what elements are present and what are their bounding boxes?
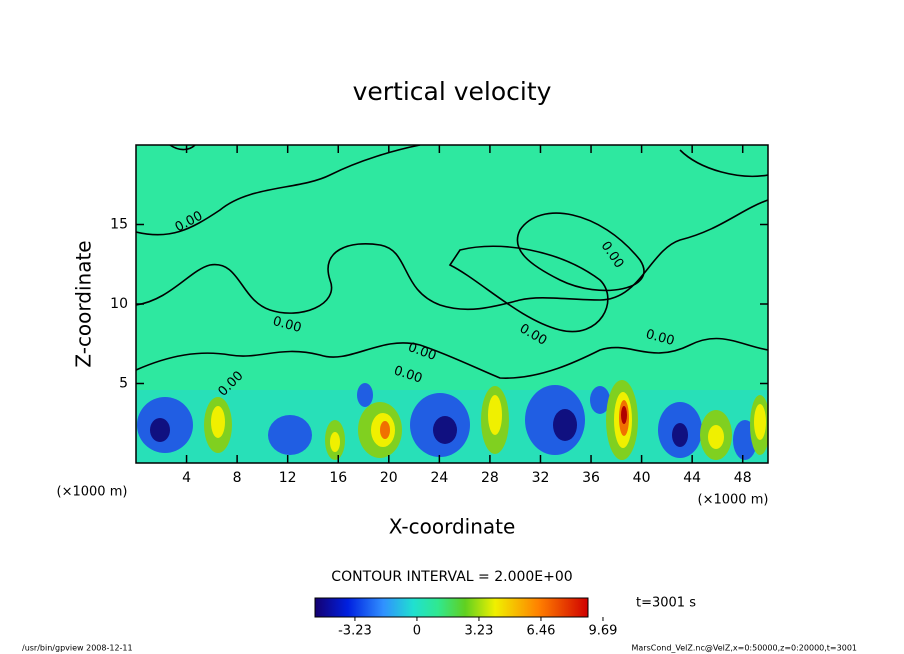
x-tick-label: 20 (380, 470, 398, 486)
colorbar-tick-label: -3.23 (338, 624, 372, 639)
contour-field (136, 145, 768, 463)
x-tick-label: 48 (734, 470, 752, 486)
colorbar-tick-label: 0 (413, 624, 421, 639)
colorbar-tick-label: 9.69 (588, 624, 617, 639)
x-tick-label: 28 (481, 470, 499, 486)
y-tick-label: 15 (110, 217, 128, 233)
x-tick-label: 32 (532, 470, 550, 486)
y-unit: (×1000 m) (57, 485, 128, 500)
x-axis-label: X-coordinate (389, 515, 516, 539)
contour-interval: CONTOUR INTERVAL = 2.000E+00 (331, 569, 572, 585)
x-tick-label: 36 (582, 470, 600, 486)
x-tick-label: 24 (430, 470, 448, 486)
x-tick-label: 40 (633, 470, 651, 486)
contour-label: 0.00 (271, 314, 303, 336)
footer-right: MarsCond_VelZ.nc@VelZ,x=0:50000,z=0:2000… (632, 644, 858, 653)
contour-label: 0.00 (644, 327, 676, 349)
x-tick-label: 44 (683, 470, 701, 486)
footer-left: /usr/bin/gpview 2008-12-11 (22, 644, 133, 653)
x-tick-label: 4 (182, 470, 191, 486)
chart-title: vertical velocity (353, 77, 552, 106)
x-tick-label: 12 (279, 470, 297, 486)
x-tick-label: 16 (329, 470, 347, 486)
y-tick-label: 5 (119, 376, 128, 392)
colorbar-tick-label: 3.23 (464, 624, 493, 639)
x-unit: (×1000 m) (698, 493, 769, 508)
y-tick-label: 10 (110, 296, 128, 312)
colorbar-tick-label: 6.46 (526, 624, 555, 639)
x-tick-label: 8 (233, 470, 242, 486)
y-axis-label: Z-coordinate (72, 240, 96, 367)
colorbar (314, 597, 589, 618)
time-label: t=3001 s (636, 596, 696, 611)
